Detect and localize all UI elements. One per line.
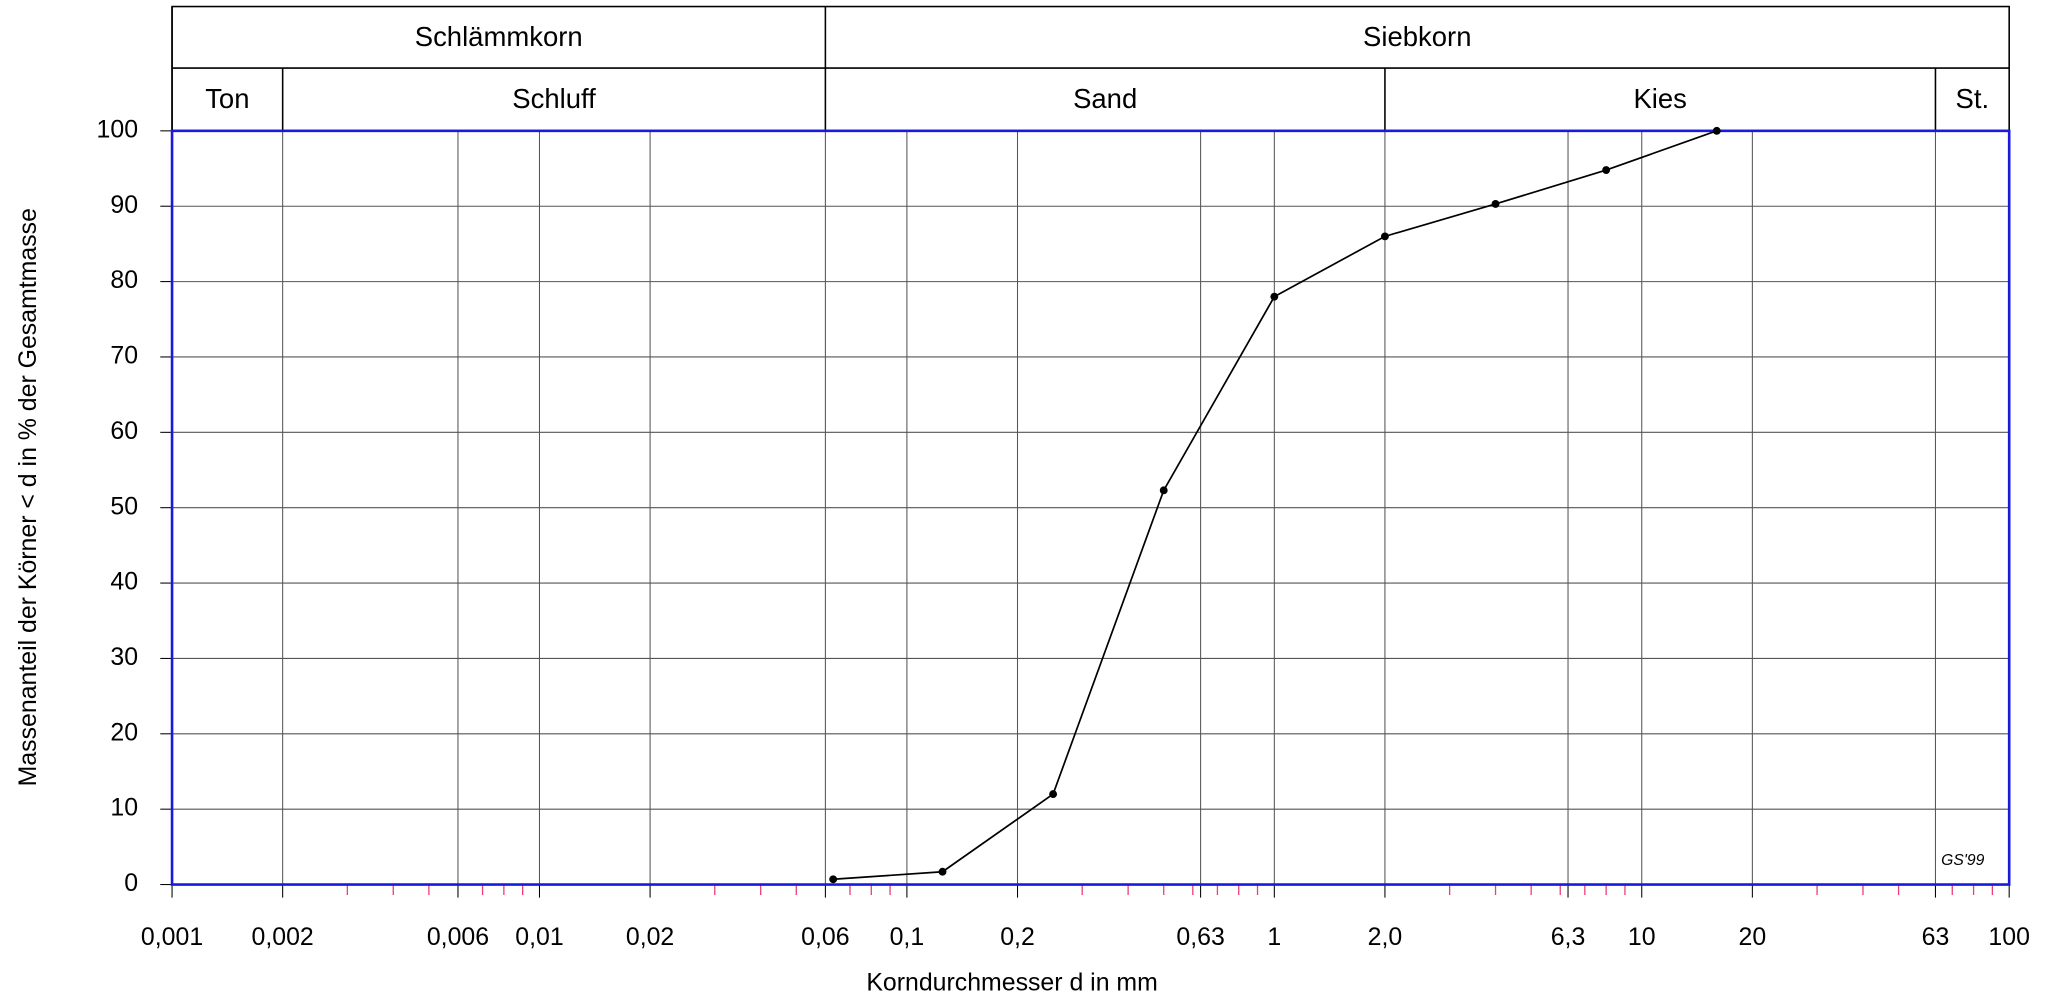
y-tick-label: 0 bbox=[124, 869, 138, 897]
plot-frame bbox=[170, 129, 2011, 886]
header-label: St. bbox=[1956, 83, 1990, 114]
y-tick-label: 50 bbox=[110, 492, 138, 520]
y-tick-label: 90 bbox=[110, 191, 138, 219]
data-point bbox=[1159, 486, 1168, 495]
x-tick-label: 0,001 bbox=[141, 923, 203, 951]
x-tick-label: 1 bbox=[1267, 923, 1281, 951]
y-tick-label: 100 bbox=[97, 115, 138, 143]
y-tick-label: 10 bbox=[110, 794, 138, 822]
data-point bbox=[1049, 790, 1058, 799]
header-label: Kies bbox=[1633, 83, 1686, 114]
x-tick-label: 6,3 bbox=[1551, 923, 1586, 951]
x-tick-label: 0,06 bbox=[801, 923, 849, 951]
y-tick-label: 60 bbox=[110, 417, 138, 445]
data-point bbox=[829, 875, 838, 884]
x-tick-label: 0,1 bbox=[890, 923, 925, 951]
x-tick-label: 0,02 bbox=[626, 923, 674, 951]
y-tick-label: 20 bbox=[110, 718, 138, 746]
data-point bbox=[1602, 166, 1611, 174]
data-point bbox=[1270, 292, 1279, 301]
x-tick-label: 0,01 bbox=[515, 923, 563, 951]
y-tick-label: 80 bbox=[110, 266, 138, 294]
x-tick-label: 20 bbox=[1739, 923, 1767, 951]
data-line bbox=[833, 130, 1718, 881]
header-label: Schluff bbox=[512, 83, 596, 114]
y-tick-label: 30 bbox=[110, 643, 138, 671]
y-axis-label: Massenanteil der Körner < d in % der Ges… bbox=[14, 208, 42, 786]
header-label: Siebkorn bbox=[1363, 21, 1471, 52]
x-tick-label: 0,006 bbox=[427, 923, 489, 951]
data-point bbox=[1712, 126, 1721, 135]
x-tick-label: 0,63 bbox=[1176, 923, 1224, 951]
x-tick-label: 2,0 bbox=[1368, 923, 1403, 951]
header-label: Sand bbox=[1073, 83, 1137, 114]
x-tick-label: 0,002 bbox=[252, 923, 314, 951]
x-tick-label: 0,2 bbox=[1000, 923, 1035, 951]
x-tick-label: 63 bbox=[1922, 923, 1950, 951]
y-tick-label: 70 bbox=[110, 342, 138, 370]
data-point bbox=[1491, 200, 1500, 208]
x-tick-label: 100 bbox=[1988, 923, 2029, 951]
x-tick-label: 10 bbox=[1628, 923, 1656, 951]
y-tick-label: 40 bbox=[110, 568, 138, 596]
annotation: GS'99 bbox=[1941, 852, 1984, 869]
header-label: Ton bbox=[205, 83, 249, 114]
x-axis-label: Korndurchmesser d in mm bbox=[866, 969, 1158, 997]
header-label: Schlämmkorn bbox=[415, 21, 583, 52]
data-point bbox=[938, 867, 947, 876]
data-point bbox=[1381, 232, 1389, 241]
